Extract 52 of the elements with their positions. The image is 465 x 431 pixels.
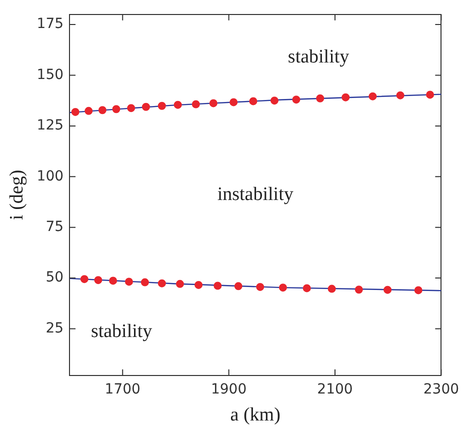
point: [396, 91, 404, 100]
point: [342, 93, 350, 102]
annotation: stability: [90, 321, 153, 342]
point: [384, 286, 392, 294]
point: [230, 98, 238, 106]
y-tick-label: 100: [36, 168, 64, 184]
point: [214, 282, 222, 290]
y-tick-label: 125: [36, 118, 64, 134]
x-tick-label: 1700: [104, 381, 140, 398]
y-tick-label: 25: [46, 320, 64, 336]
point: [94, 276, 102, 284]
point: [80, 275, 88, 284]
point: [256, 282, 264, 291]
point: [234, 282, 242, 290]
point: [112, 105, 120, 114]
point: [124, 278, 133, 286]
point: [71, 108, 80, 116]
point: [278, 284, 287, 292]
point: [109, 276, 118, 285]
x-tick-label: 2300: [423, 381, 460, 398]
y-tick-label: 175: [36, 16, 64, 32]
point: [84, 106, 93, 115]
point: [354, 286, 363, 294]
point: [270, 96, 278, 105]
point: [316, 94, 324, 102]
point: [174, 100, 182, 109]
point: [98, 106, 106, 114]
y-axis-title: i (deg): [6, 170, 28, 220]
annotation: instability: [217, 184, 294, 205]
point: [209, 99, 218, 108]
y-tick-label: 75: [46, 218, 64, 235]
point: [158, 102, 166, 110]
y-tick-label: 150: [36, 66, 64, 83]
point: [194, 280, 203, 289]
point: [142, 102, 150, 111]
point: [249, 97, 258, 106]
point: [426, 90, 434, 99]
point: [414, 286, 422, 294]
point: [127, 104, 136, 112]
point: [302, 284, 311, 292]
point: [192, 100, 200, 108]
y-tick-label: 50: [46, 270, 64, 286]
x-axis-title: a (km): [230, 404, 280, 426]
point: [176, 280, 184, 288]
annotation: stability: [288, 46, 350, 68]
point: [368, 92, 377, 100]
x-tick-label: 2100: [317, 381, 353, 398]
point: [158, 279, 166, 288]
point: [328, 284, 336, 293]
x-tick-label: 1900: [210, 381, 247, 398]
point: [292, 96, 300, 104]
point: [140, 278, 149, 286]
